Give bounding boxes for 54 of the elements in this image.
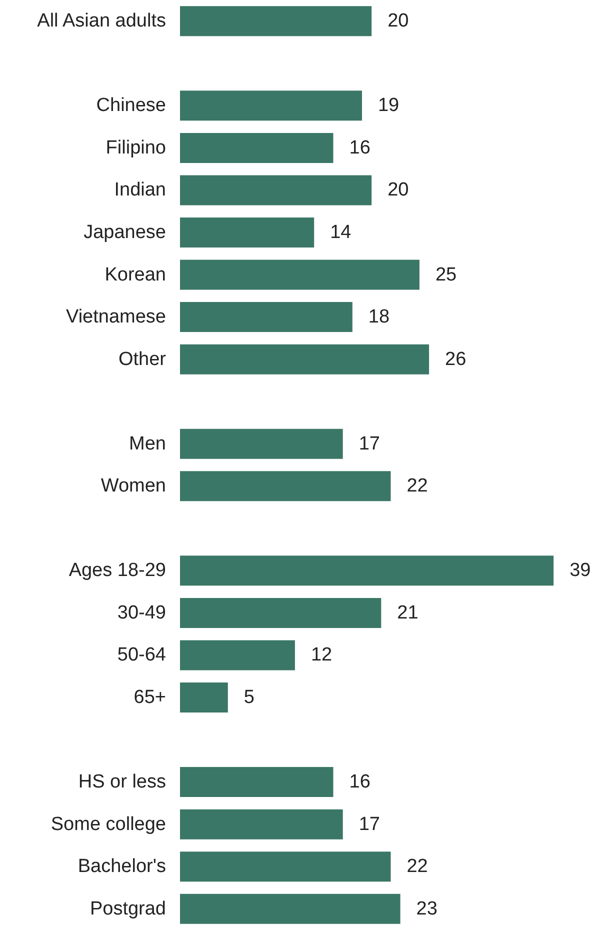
data-label: 22 <box>406 856 428 878</box>
data-label: 17 <box>358 433 380 454</box>
bar <box>180 260 420 290</box>
bar <box>180 894 400 924</box>
data-label: 20 <box>388 10 409 32</box>
y-tick-label: 65+ <box>134 687 166 708</box>
bar <box>180 852 391 882</box>
bar <box>180 556 554 586</box>
y-tick-label: Men <box>129 433 166 454</box>
bar <box>180 682 228 712</box>
y-tick-label: Korean <box>104 264 166 286</box>
data-label: 16 <box>349 772 370 793</box>
data-label: 19 <box>378 95 400 116</box>
y-tick-label: Ages 18-29 <box>68 560 166 582</box>
data-label: 12 <box>310 644 332 666</box>
data-label: 16 <box>349 137 370 158</box>
data-label: 17 <box>358 814 380 835</box>
bar <box>180 302 352 332</box>
y-tick-label: Japanese <box>84 222 166 243</box>
y-tick-label: HS or less <box>78 772 166 793</box>
bar <box>180 218 314 248</box>
y-tick-label: Some college <box>50 814 166 835</box>
data-label: 39 <box>570 560 591 582</box>
bar <box>180 344 430 374</box>
bar <box>180 640 295 670</box>
y-tick-label: Other <box>118 348 167 370</box>
bar <box>180 6 372 36</box>
y-tick-label: 50-64 <box>117 644 166 666</box>
bar <box>180 471 391 502</box>
y-tick-label: Filipino <box>106 137 166 158</box>
data-label: 22 <box>406 476 428 497</box>
bar <box>180 428 343 459</box>
data-label: 23 <box>416 898 438 920</box>
data-label: 25 <box>435 264 457 286</box>
y-tick-label: Vietnamese <box>66 306 166 328</box>
bar <box>180 175 372 206</box>
data-label: 20 <box>388 180 409 201</box>
y-tick-label: Women <box>100 476 166 497</box>
y-tick-label: Bachelor's <box>78 856 166 878</box>
data-label: 26 <box>445 348 466 370</box>
y-tick-label: 30-49 <box>117 602 166 624</box>
bar <box>180 132 334 163</box>
data-label: 18 <box>368 306 390 328</box>
bar <box>180 767 334 798</box>
data-label: 14 <box>330 222 352 243</box>
y-tick-label: All Asian adults <box>37 10 166 32</box>
bar <box>180 90 362 121</box>
data-label: 5 <box>244 687 254 708</box>
data-label: 21 <box>397 602 418 624</box>
y-tick-label: Postgrad <box>90 898 166 920</box>
y-tick-label: Indian <box>114 180 166 201</box>
bar <box>180 598 382 628</box>
bar <box>180 809 343 840</box>
y-tick-label: Chinese <box>96 95 166 116</box>
